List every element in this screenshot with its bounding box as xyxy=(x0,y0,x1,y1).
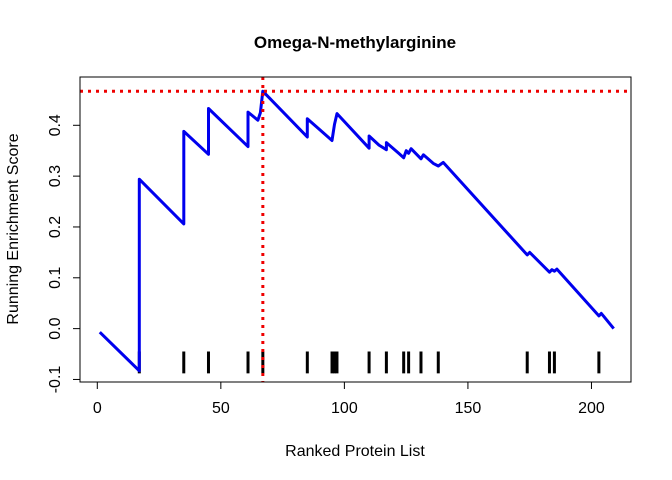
y-tick-label: 0.1 xyxy=(47,267,64,289)
x-tick-label: 50 xyxy=(212,400,230,417)
y-tick-label: 0.4 xyxy=(47,114,64,136)
chart-title: Omega-N-methylarginine xyxy=(254,33,456,52)
running-score-line xyxy=(98,89,615,373)
x-tick-label: 150 xyxy=(455,400,482,417)
plot-frame xyxy=(79,76,632,383)
x-tick-label: 100 xyxy=(331,400,358,417)
x-axis: 0 50 100 150 200 xyxy=(93,381,605,417)
y-tick-label: 0.3 xyxy=(47,165,64,187)
hit-markers xyxy=(137,351,601,374)
x-tick-label: 0 xyxy=(93,400,102,417)
y-axis: -0.1 0.0 0.1 0.2 0.3 0.4 xyxy=(47,114,81,394)
x-tick-label: 200 xyxy=(578,400,605,417)
y-axis-label: Running Enrichment Score xyxy=(5,133,22,324)
max-score-markers xyxy=(80,77,631,382)
x-axis-label: Ranked Protein List xyxy=(285,443,425,460)
y-tick-label: -0.1 xyxy=(47,366,64,394)
y-tick-label: 0.2 xyxy=(47,216,64,238)
score-series xyxy=(98,89,615,373)
y-tick-label: 0.0 xyxy=(47,317,64,339)
